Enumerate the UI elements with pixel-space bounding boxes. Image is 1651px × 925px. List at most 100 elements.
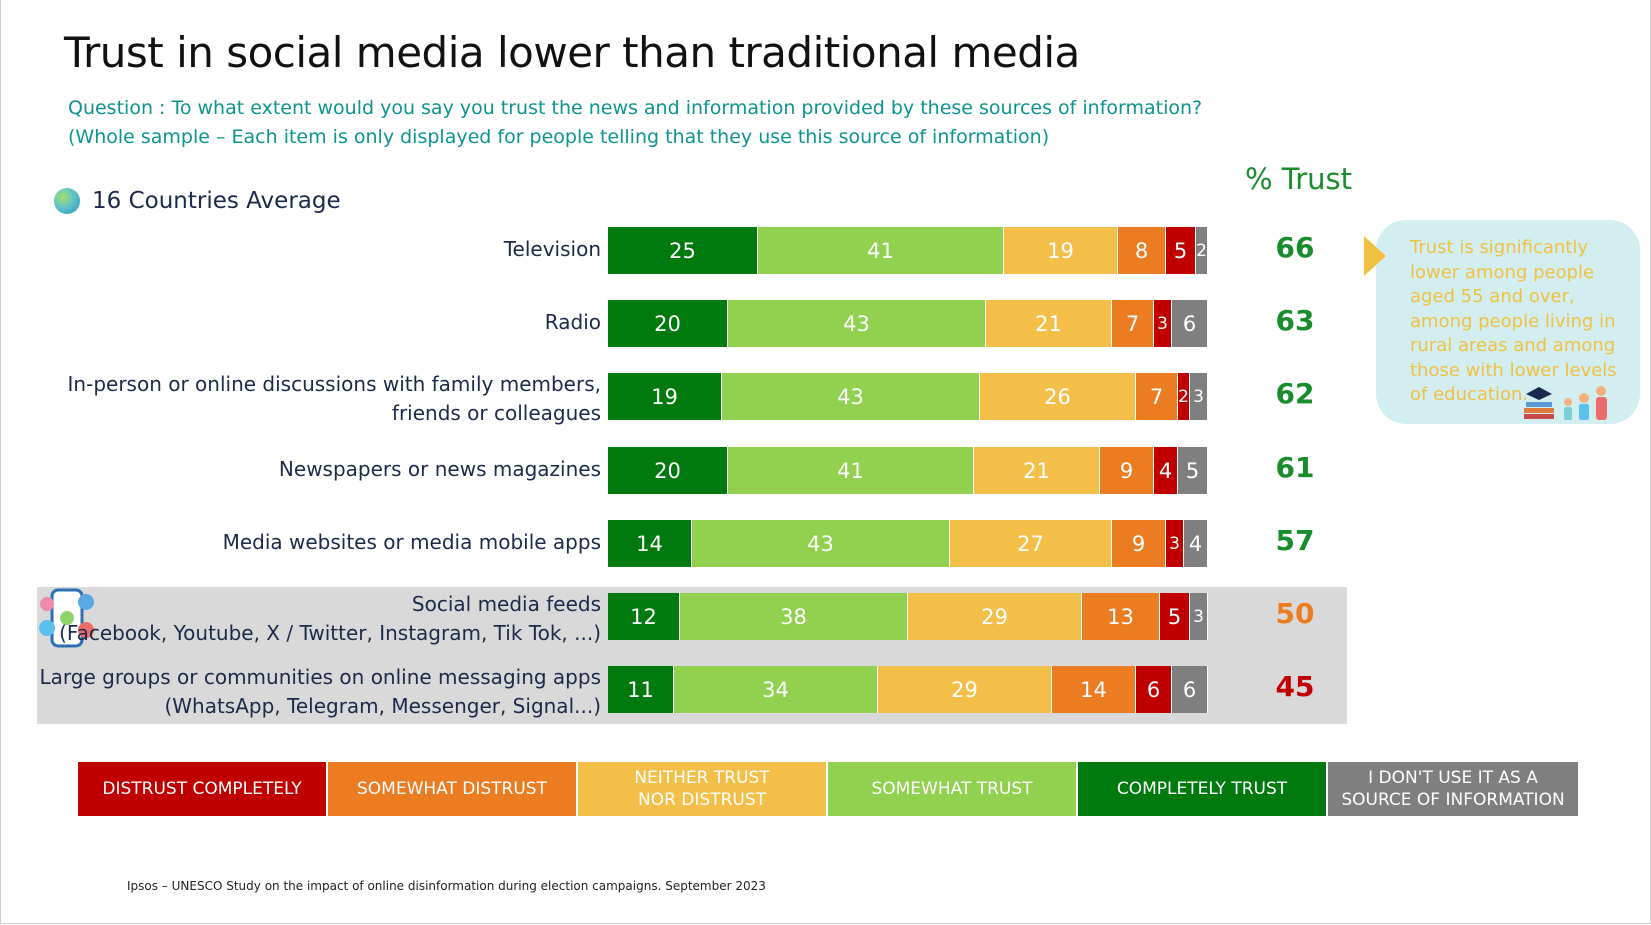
data-label: 43	[837, 384, 864, 409]
people-education-icon	[1524, 386, 1607, 420]
data-label: 25	[669, 238, 696, 263]
bar-segment: 8	[1118, 227, 1166, 274]
bar-segment: 6	[1172, 666, 1208, 713]
data-label: 38	[780, 604, 807, 629]
data-label: 9	[1131, 531, 1146, 556]
category-label: In-person or online discussions with fam…	[68, 370, 601, 428]
bar-segment: 21	[974, 447, 1100, 494]
bar-segment: 19	[608, 373, 722, 420]
data-label: 3	[1193, 386, 1204, 407]
category-label-line: Large groups or communities on online me…	[39, 665, 601, 689]
data-label: 4	[1158, 458, 1173, 483]
bar-segment: 5	[1166, 227, 1196, 274]
data-label: 19	[1047, 238, 1074, 263]
bar-segment: 6	[1136, 666, 1172, 713]
bar-row: 12 38 29 13 5 3	[608, 593, 1208, 640]
data-label: 27	[1017, 531, 1044, 556]
bar-segment: 12	[608, 593, 680, 640]
legend-completely-trust: COMPLETELY TRUST	[1078, 762, 1328, 816]
bar-segment: 26	[980, 373, 1136, 420]
data-label: 41	[867, 238, 894, 263]
page-title: Trust in social media lower than traditi…	[64, 28, 1080, 77]
footnote: Ipsos – UNESCO Study on the impact of on…	[127, 879, 766, 893]
subtitle-row: 16 Countries Average	[54, 188, 341, 214]
data-label: 11	[627, 677, 654, 702]
bar-row: 25 41 19 8 5 2	[608, 227, 1208, 274]
bar-segment: 6	[1172, 300, 1208, 347]
data-label: 3	[1193, 606, 1204, 627]
bar-segment: 9	[1100, 447, 1154, 494]
data-label: 41	[837, 458, 864, 483]
category-label: Television	[504, 235, 601, 264]
bar-segment: 43	[722, 373, 980, 420]
data-label: 20	[654, 458, 681, 483]
category-label-line: Media websites or media mobile apps	[222, 530, 601, 554]
bar-row: 20 43 21 7 3 6	[608, 300, 1208, 347]
trust-total: 45	[1275, 670, 1315, 703]
bar-segment: 3	[1166, 520, 1184, 567]
chart-subtitle: 16 Countries Average	[92, 188, 341, 214]
data-label: 21	[1023, 458, 1050, 483]
legend-somewhat-distrust: SOMEWHAT DISTRUST	[328, 762, 578, 816]
globe-icon	[54, 188, 80, 214]
question-text: Question : To what extent would you say …	[68, 94, 1202, 152]
bar-segment: 2	[1178, 373, 1190, 420]
category-label: Media websites or media mobile apps	[223, 528, 601, 557]
bar-segment: 20	[608, 447, 728, 494]
bar-segment: 41	[728, 447, 974, 494]
data-label: 29	[981, 604, 1008, 629]
data-label: 2	[1196, 240, 1207, 261]
bar-segment: 43	[692, 520, 950, 567]
data-label: 29	[951, 677, 978, 702]
bar-segment: 38	[680, 593, 908, 640]
data-label: 43	[807, 531, 834, 556]
data-label: 34	[762, 677, 789, 702]
bar-segment: 3	[1190, 373, 1208, 420]
bar-segment: 5	[1178, 447, 1208, 494]
bar-row: 19 43 26 7 2 3	[608, 373, 1208, 420]
data-label: 21	[1035, 311, 1062, 336]
data-label: 5	[1173, 238, 1188, 263]
bar-segment: 3	[1154, 300, 1172, 347]
bar-segment: 5	[1160, 593, 1190, 640]
callout-text: Trust is significantly lower among peopl…	[1410, 237, 1617, 405]
data-label: 7	[1149, 384, 1164, 409]
data-label: 5	[1185, 458, 1200, 483]
bar-segment: 34	[674, 666, 878, 713]
trust-total: 61	[1275, 451, 1315, 484]
bar-segment: 14	[608, 520, 692, 567]
bar-segment: 4	[1154, 447, 1178, 494]
category-label: Large groups or communities on online me…	[40, 663, 601, 721]
category-label: Social media feeds (Facebook, Youtube, X …	[59, 590, 601, 648]
trust-header: % Trust	[1245, 162, 1353, 196]
bar-segment: 3	[1190, 593, 1208, 640]
category-label-line: Newspapers or news magazines	[278, 457, 601, 481]
bar-segment: 4	[1184, 520, 1208, 567]
data-label: 7	[1125, 311, 1140, 336]
legend: DISTRUST COMPLETELY SOMEWHAT DISTRUST NE…	[78, 762, 1578, 816]
bar-segment: 29	[908, 593, 1082, 640]
data-label: 6	[1146, 677, 1161, 702]
bar-segment: 13	[1082, 593, 1160, 640]
trust-total: 62	[1275, 377, 1315, 410]
data-label: 14	[1080, 677, 1107, 702]
category-label: Newspapers or news magazines	[279, 455, 601, 484]
data-label: 12	[630, 604, 657, 629]
category-label-line: Social media feeds	[411, 592, 601, 616]
category-label-line: (WhatsApp, Telegram, Messenger, Signal..…	[164, 694, 601, 718]
legend-distrust-completely: DISTRUST COMPLETELY	[78, 762, 328, 816]
trust-total: 63	[1275, 304, 1315, 337]
bar-segment: 2	[1196, 227, 1208, 274]
bar-row: 14 43 27 9 3 4	[608, 520, 1208, 567]
bar-segment: 41	[758, 227, 1004, 274]
category-label: Radio	[545, 308, 601, 337]
bar-segment: 29	[878, 666, 1052, 713]
data-label: 3	[1157, 313, 1168, 334]
callout-arrow-icon	[1364, 236, 1386, 276]
data-label: 14	[636, 531, 663, 556]
legend-neither: NEITHER TRUST NOR DISTRUST	[578, 762, 828, 816]
bar-segment: 27	[950, 520, 1112, 567]
bar-row: 11 34 29 14 6 6	[608, 666, 1208, 713]
bar-row: 20 41 21 9 4 5	[608, 447, 1208, 494]
data-label: 2	[1178, 386, 1189, 407]
